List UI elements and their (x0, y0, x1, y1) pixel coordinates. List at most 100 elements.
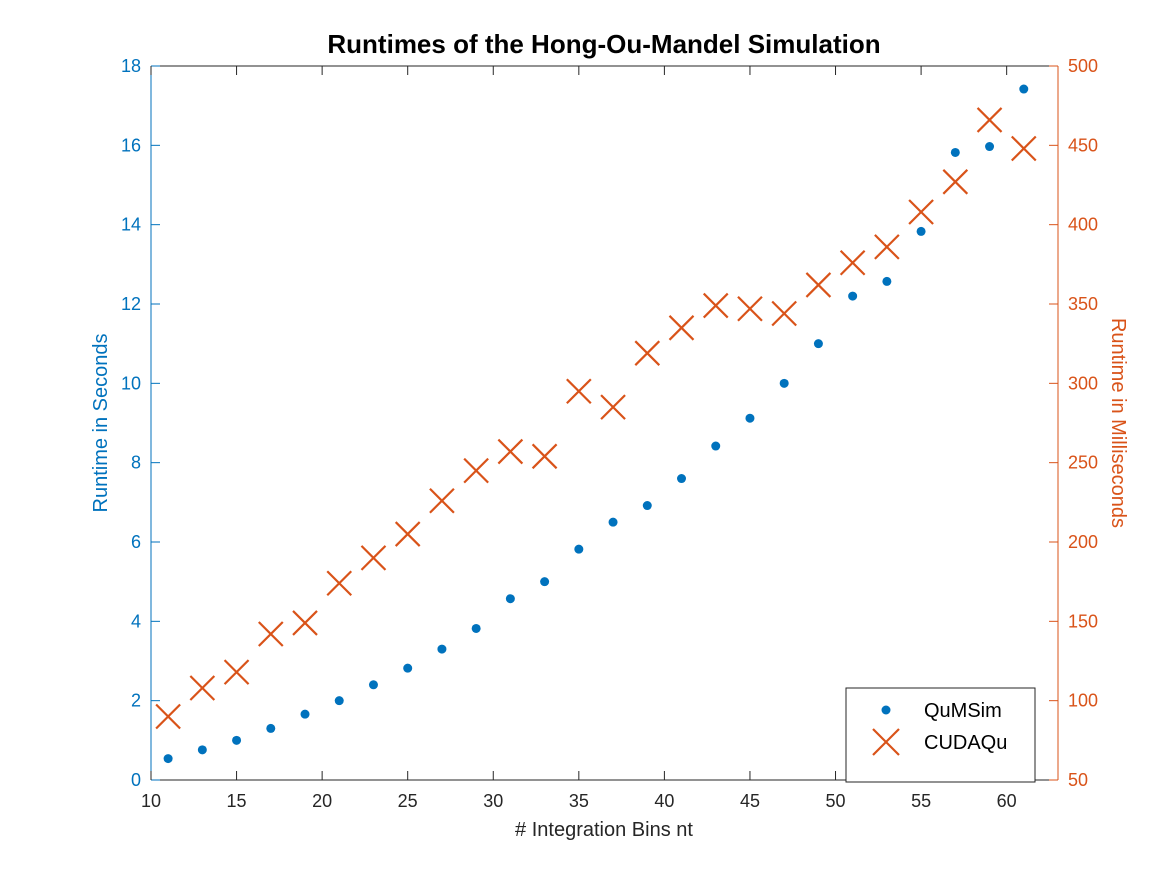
qumsim-point (471, 623, 481, 633)
left-y-tick-label: 6 (131, 532, 141, 552)
right-y-tick-label: 350 (1068, 294, 1098, 314)
qumsim-point (677, 474, 687, 484)
cudaqu-point-stroke (497, 438, 524, 465)
left-y-axis: 0 2 4 6 8 10 12 14 16 18 (121, 56, 160, 790)
cudaqu-point (942, 169, 969, 195)
qumsim-point (505, 594, 515, 604)
x-tick-label: 60 (997, 791, 1017, 811)
right-y-tick-label: 50 (1068, 770, 1088, 790)
cudaqu-point-stroke (155, 703, 181, 730)
qumsim-point (745, 413, 755, 423)
legend-marker-qumsim (881, 705, 891, 715)
cudaqu-point-stroke (360, 545, 387, 571)
left-y-tick-label: 14 (121, 215, 141, 235)
right-y-axis: 50 100 150 200 250 300 350 400 450 500 (1049, 56, 1098, 790)
cudaqu-point (531, 443, 558, 470)
cudaqu-point (497, 438, 524, 465)
qumsim-point (711, 441, 721, 451)
cudaqu-point-stroke (223, 659, 250, 685)
x-axis: 10 15 20 25 30 35 40 45 50 55 60 (141, 66, 1017, 811)
cudaqu-point-stroke (326, 570, 353, 597)
qumsim-point (163, 754, 173, 764)
cudaqu-point-stroke (531, 443, 558, 470)
chart-title: Runtimes of the Hong-Ou-Mandel Simulatio… (327, 29, 880, 59)
plot-area (150, 65, 1059, 781)
cudaqu-point-stroke (292, 610, 318, 636)
cudaqu-point (326, 570, 353, 597)
qumsim-point (197, 745, 207, 755)
right-y-tick-label: 450 (1068, 135, 1098, 155)
cudaqu-point (874, 234, 900, 260)
right-y-tick-label: 400 (1068, 215, 1098, 235)
series-qumsim (163, 84, 1029, 764)
left-y-tick-label: 10 (121, 373, 141, 393)
cudaqu-point (360, 545, 387, 571)
cudaqu-point (805, 272, 832, 298)
qumsim-point (232, 735, 242, 745)
cudaqu-point (634, 340, 661, 366)
cudaqu-point (771, 300, 797, 327)
qumsim-point (403, 663, 413, 673)
qumsim-point (985, 142, 995, 152)
legend-marker-cudaqu (872, 728, 900, 756)
cudaqu-point (292, 610, 318, 636)
cudaqu-point-stroke (600, 394, 626, 420)
cudaqu-point-stroke (976, 107, 1003, 133)
cudaqu-point (908, 199, 934, 225)
qumsim-point (882, 276, 892, 286)
cudaqu-point-stroke (874, 234, 900, 260)
legend-label-qumsim: QuMSim (924, 700, 1002, 722)
right-y-axis-label: Runtime in Milliseconds (1107, 318, 1129, 528)
x-tick-label: 30 (483, 791, 503, 811)
cudaqu-point (566, 378, 592, 405)
cudaqu-point-stroke (702, 292, 729, 319)
x-tick-label: 50 (826, 791, 846, 811)
cudaqu-point (976, 107, 1003, 133)
qumsim-point (642, 501, 652, 511)
left-y-tick-label: 16 (121, 135, 141, 155)
qumsim-point (950, 147, 960, 157)
qumsim-point (916, 226, 926, 236)
x-tick-label: 55 (911, 791, 931, 811)
cudaqu-point (189, 675, 216, 701)
right-y-tick-label: 500 (1068, 56, 1098, 76)
cudaqu-point-stroke (429, 487, 455, 514)
cudaqu-point-stroke (805, 272, 832, 298)
cudaqu-point-stroke (258, 621, 284, 647)
left-y-tick-label: 2 (131, 691, 141, 711)
legend-label-cudaqu: CUDAQu (924, 732, 1007, 754)
series-cudaqu (155, 107, 1037, 730)
x-tick-label: 15 (227, 791, 247, 811)
qumsim-point (574, 544, 584, 554)
qumsim-point (300, 709, 310, 719)
qumsim-point (1019, 84, 1029, 94)
cudaqu-point (1010, 135, 1037, 162)
cudaqu-point-stroke (771, 300, 797, 327)
legend: QuMSim CUDAQu (845, 687, 1036, 783)
left-y-tick-label: 4 (131, 611, 141, 631)
cudaqu-point (394, 521, 421, 547)
qumsim-point (848, 291, 858, 301)
qumsim-point (813, 339, 823, 349)
x-tick-label: 10 (141, 791, 161, 811)
cudaqu-point (702, 292, 729, 319)
x-tick-label: 20 (312, 791, 332, 811)
qumsim-point (779, 378, 789, 388)
cudaqu-point-stroke (189, 675, 216, 701)
x-tick-label: 35 (569, 791, 589, 811)
cudaqu-point-stroke (668, 315, 695, 341)
right-y-tick-label: 200 (1068, 532, 1098, 552)
cudaqu-point (155, 703, 181, 730)
qumsim-point (368, 680, 378, 690)
qumsim-point (437, 644, 447, 654)
cudaqu-point (223, 659, 250, 685)
cudaqu-point (463, 457, 489, 484)
qumsim-point (334, 696, 344, 706)
cudaqu-point-stroke (839, 249, 866, 276)
cudaqu-point-stroke (566, 378, 592, 405)
right-y-tick-label: 100 (1068, 691, 1098, 711)
cudaqu-point (839, 249, 866, 276)
cudaqu-point (737, 295, 763, 322)
x-tick-label: 40 (654, 791, 674, 811)
